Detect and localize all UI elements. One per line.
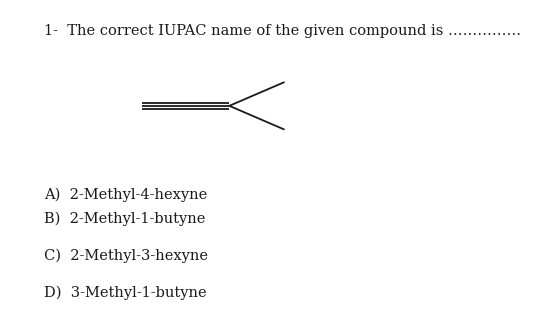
Text: B)  2-Methyl-1-butyne: B) 2-Methyl-1-butyne — [44, 211, 205, 225]
Text: C)  2-Methyl-3-hexyne: C) 2-Methyl-3-hexyne — [44, 248, 207, 262]
Text: A)  2-Methyl-4-hexyne: A) 2-Methyl-4-hexyne — [44, 188, 207, 202]
Text: D)  3-Methyl-1-butyne: D) 3-Methyl-1-butyne — [44, 285, 206, 299]
Text: 1-  The correct IUPAC name of the given compound is ……………: 1- The correct IUPAC name of the given c… — [44, 24, 521, 38]
